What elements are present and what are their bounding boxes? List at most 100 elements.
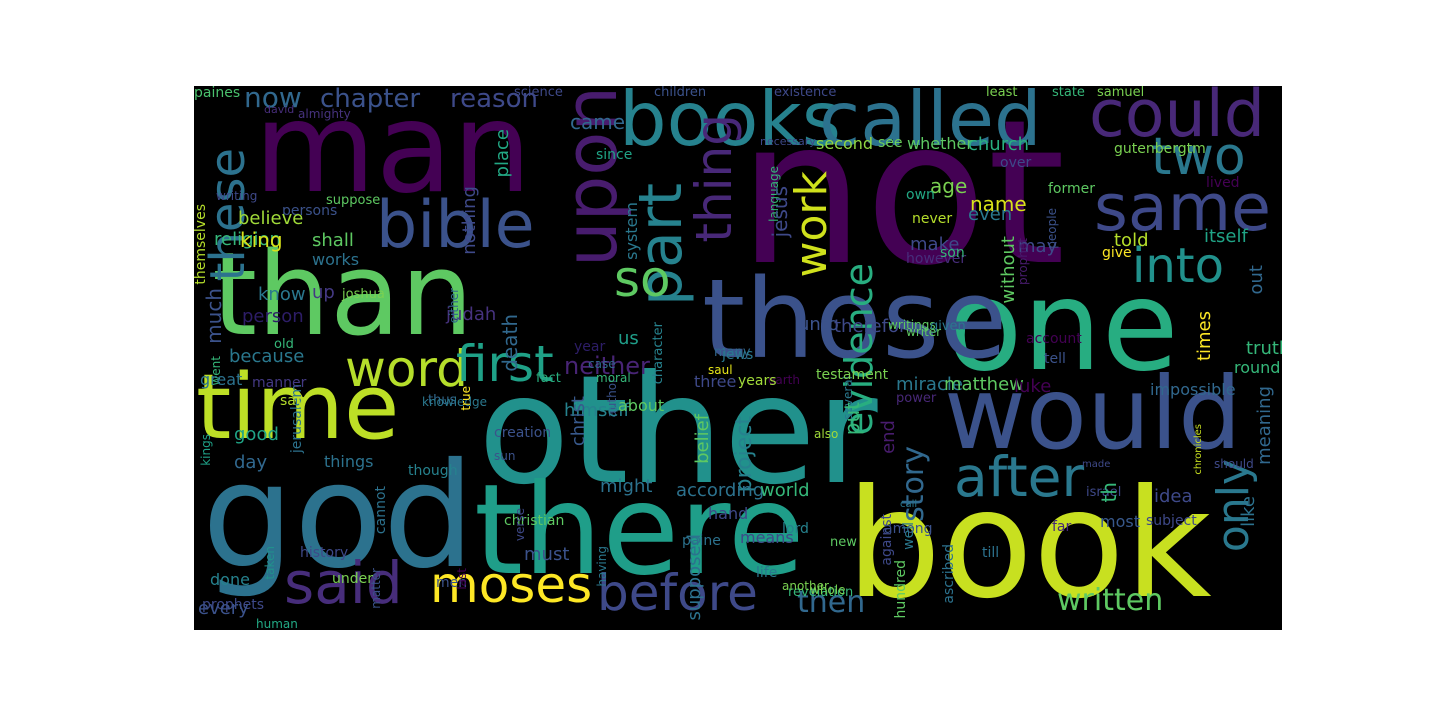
word-according: according bbox=[676, 480, 765, 501]
word-death: death bbox=[498, 314, 522, 372]
word-writing: writing bbox=[216, 189, 258, 203]
word-revelation: revelation bbox=[788, 585, 854, 600]
word-impossible: impossible bbox=[1150, 380, 1236, 399]
word-name: name bbox=[970, 192, 1027, 216]
word-hundred: hundred bbox=[893, 560, 909, 619]
word-works: works bbox=[312, 250, 360, 269]
word-necessary: necessary bbox=[760, 135, 816, 148]
word-almighty: almighty bbox=[298, 107, 351, 121]
word-last: last bbox=[455, 568, 469, 590]
word-character: character bbox=[651, 322, 666, 385]
word-same: same bbox=[1094, 171, 1272, 246]
word-one: one bbox=[946, 254, 1179, 399]
word-own: own bbox=[906, 187, 935, 203]
word-tell: tell bbox=[1044, 351, 1066, 367]
word-might: might bbox=[600, 476, 653, 497]
word-though: though bbox=[408, 463, 458, 479]
word-told: told bbox=[1114, 230, 1149, 251]
word-far: far bbox=[1052, 519, 1072, 535]
word-th: th bbox=[1097, 482, 1121, 503]
word-without: without bbox=[998, 236, 1019, 304]
word-make: make bbox=[910, 234, 960, 255]
word-believe: believe bbox=[238, 208, 304, 229]
word-time: time bbox=[196, 355, 400, 460]
word-verse: verse bbox=[513, 508, 527, 542]
word-written: written bbox=[1057, 583, 1164, 618]
word-even: even bbox=[968, 204, 1013, 225]
word-age: age bbox=[930, 174, 968, 198]
word-whole: whole bbox=[810, 583, 846, 597]
word-hand: hand bbox=[708, 504, 749, 523]
word-paines: paines bbox=[194, 86, 241, 101]
word-means: means bbox=[740, 528, 794, 547]
word-least: least bbox=[986, 86, 1018, 100]
word-times: times bbox=[1194, 311, 1215, 362]
word-other: other bbox=[478, 344, 878, 518]
word-see: see bbox=[878, 135, 903, 151]
word-work: work bbox=[786, 171, 837, 278]
word-however: however bbox=[906, 251, 967, 267]
word-himself: himself bbox=[564, 400, 630, 421]
word-us: us bbox=[618, 328, 639, 349]
word-after: after bbox=[954, 445, 1085, 509]
word-put: put bbox=[840, 402, 864, 436]
word-out: out bbox=[1246, 265, 1267, 295]
word-life: life bbox=[756, 565, 778, 581]
word-itself: itself bbox=[1204, 226, 1248, 247]
word-creation: creation bbox=[494, 425, 552, 441]
word-under: under bbox=[332, 571, 374, 587]
word-things: things bbox=[324, 452, 374, 471]
word-human: human bbox=[256, 617, 298, 630]
word-well: well bbox=[901, 522, 917, 550]
word-till: till bbox=[982, 545, 1000, 561]
word-call: call bbox=[900, 499, 918, 510]
word-every: every bbox=[198, 598, 249, 619]
word-world: world bbox=[760, 480, 810, 501]
word-since: since bbox=[596, 147, 633, 163]
word-persons: persons bbox=[282, 203, 338, 219]
word-jesus: jesus bbox=[768, 186, 792, 238]
word-power: power bbox=[896, 391, 937, 406]
word-then: then bbox=[797, 585, 866, 620]
word-ascribed: ascribed bbox=[941, 544, 957, 604]
word-first: first bbox=[456, 335, 554, 393]
word-david: david bbox=[264, 103, 295, 116]
word-account: account bbox=[1026, 331, 1082, 347]
word-system: system bbox=[622, 202, 641, 260]
word-religion: religion bbox=[214, 229, 281, 250]
word-many: many bbox=[714, 345, 751, 360]
word-science: science bbox=[514, 86, 563, 100]
word-end: end bbox=[878, 420, 899, 454]
word-among: among bbox=[884, 521, 933, 537]
word-say: say bbox=[280, 393, 305, 409]
word-books: books bbox=[619, 86, 841, 163]
word-before: before bbox=[597, 564, 758, 622]
word-years: years bbox=[738, 373, 777, 389]
word-much: much bbox=[202, 288, 226, 344]
word-fact: fact bbox=[536, 371, 561, 386]
word-case: case bbox=[588, 357, 616, 371]
word-give: give bbox=[1102, 245, 1132, 261]
word-like: like bbox=[1238, 496, 1259, 527]
word-old: old bbox=[274, 337, 294, 352]
word-whether: whether bbox=[907, 134, 973, 153]
word-prophets: prophets bbox=[202, 597, 265, 613]
word-unto: unto bbox=[798, 314, 839, 335]
word-came: came bbox=[570, 110, 626, 134]
word-than: than bbox=[212, 228, 474, 362]
word-year: year bbox=[574, 339, 606, 355]
word-cloud: not other there one book god than man those would… bbox=[194, 86, 1282, 630]
word-bible: bible bbox=[376, 188, 535, 263]
word-neither: neither bbox=[564, 352, 650, 380]
word-saul: saul bbox=[708, 363, 733, 377]
word-lord: lord bbox=[782, 521, 809, 537]
word-manner: manner bbox=[252, 375, 307, 391]
word-over: over bbox=[1000, 155, 1032, 171]
word-paine: paine bbox=[682, 533, 721, 549]
word-into: into bbox=[1132, 238, 1224, 294]
word-could: could bbox=[1089, 86, 1266, 152]
word-those: those bbox=[702, 255, 1008, 383]
word-shall: shall bbox=[312, 230, 354, 251]
word-moses: moses bbox=[430, 556, 593, 614]
word-having: having bbox=[595, 546, 609, 587]
